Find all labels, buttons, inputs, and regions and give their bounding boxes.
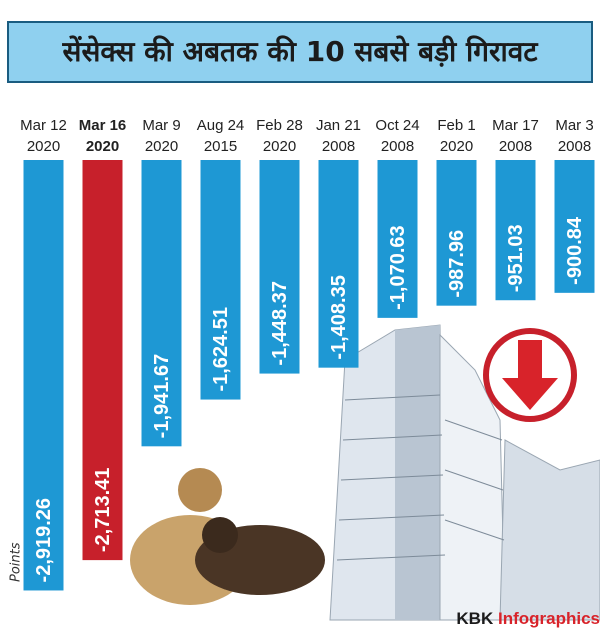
bar: [259, 160, 300, 374]
x-tick-label: Jan 21: [316, 117, 361, 134]
x-tick-year: 2020: [263, 138, 296, 155]
x-tick-year: 2008: [558, 138, 591, 155]
bar: [377, 160, 418, 318]
bar: [141, 160, 182, 447]
x-tick-label: Feb 28: [256, 117, 303, 134]
bar: [495, 160, 536, 301]
bar: [554, 160, 595, 293]
x-tick-year: 2020: [145, 138, 178, 155]
x-tick-label: Mar 3: [555, 117, 593, 134]
brand-main: KBK: [456, 609, 494, 628]
x-tick-label: Oct 24: [375, 117, 419, 134]
title-box: [7, 21, 593, 83]
x-tick-year: 2020: [27, 138, 60, 155]
x-tick-year: 2008: [381, 138, 414, 155]
bar: [23, 160, 64, 591]
x-tick-year: 2020: [86, 138, 119, 155]
value-label: -2,919.26: [33, 498, 55, 583]
value-label: -1,408.35: [328, 275, 350, 360]
bar: [318, 160, 359, 368]
bar: [436, 160, 477, 306]
chart-title: सेंसेक्स की अबतक की 10 सबसे बड़ी गिरावट: [62, 35, 539, 68]
x-tick-year: 2015: [204, 138, 237, 155]
illustration: [130, 324, 600, 621]
value-label: -900.84: [564, 216, 586, 285]
x-tick-year: 2008: [499, 138, 532, 155]
value-label: -987.96: [446, 230, 468, 298]
x-tick-label: Mar 16: [79, 117, 127, 134]
y-axis-label: Points: [9, 542, 24, 582]
x-tick-year: 2008: [322, 138, 355, 155]
x-tick-label: Mar 9: [142, 117, 180, 134]
x-tick-label: Mar 12: [20, 117, 67, 134]
x-tick-label: Feb 1: [437, 117, 475, 134]
value-label: -1,624.51: [210, 307, 232, 392]
value-label: -1,070.63: [387, 225, 409, 310]
value-label: -1,448.37: [269, 281, 291, 366]
bar: [82, 160, 123, 561]
bar: [200, 160, 241, 400]
brand: KBK Infographics: [456, 609, 600, 628]
value-label: -2,713.41: [92, 468, 114, 553]
value-label: -1,941.67: [151, 354, 173, 439]
brand-highlight: Infographics: [498, 609, 600, 628]
x-tick-label: Mar 17: [492, 117, 539, 134]
x-tick-label: Aug 24: [197, 117, 245, 134]
x-tick-year: 2020: [440, 138, 473, 155]
value-label: -951.03: [505, 224, 527, 292]
